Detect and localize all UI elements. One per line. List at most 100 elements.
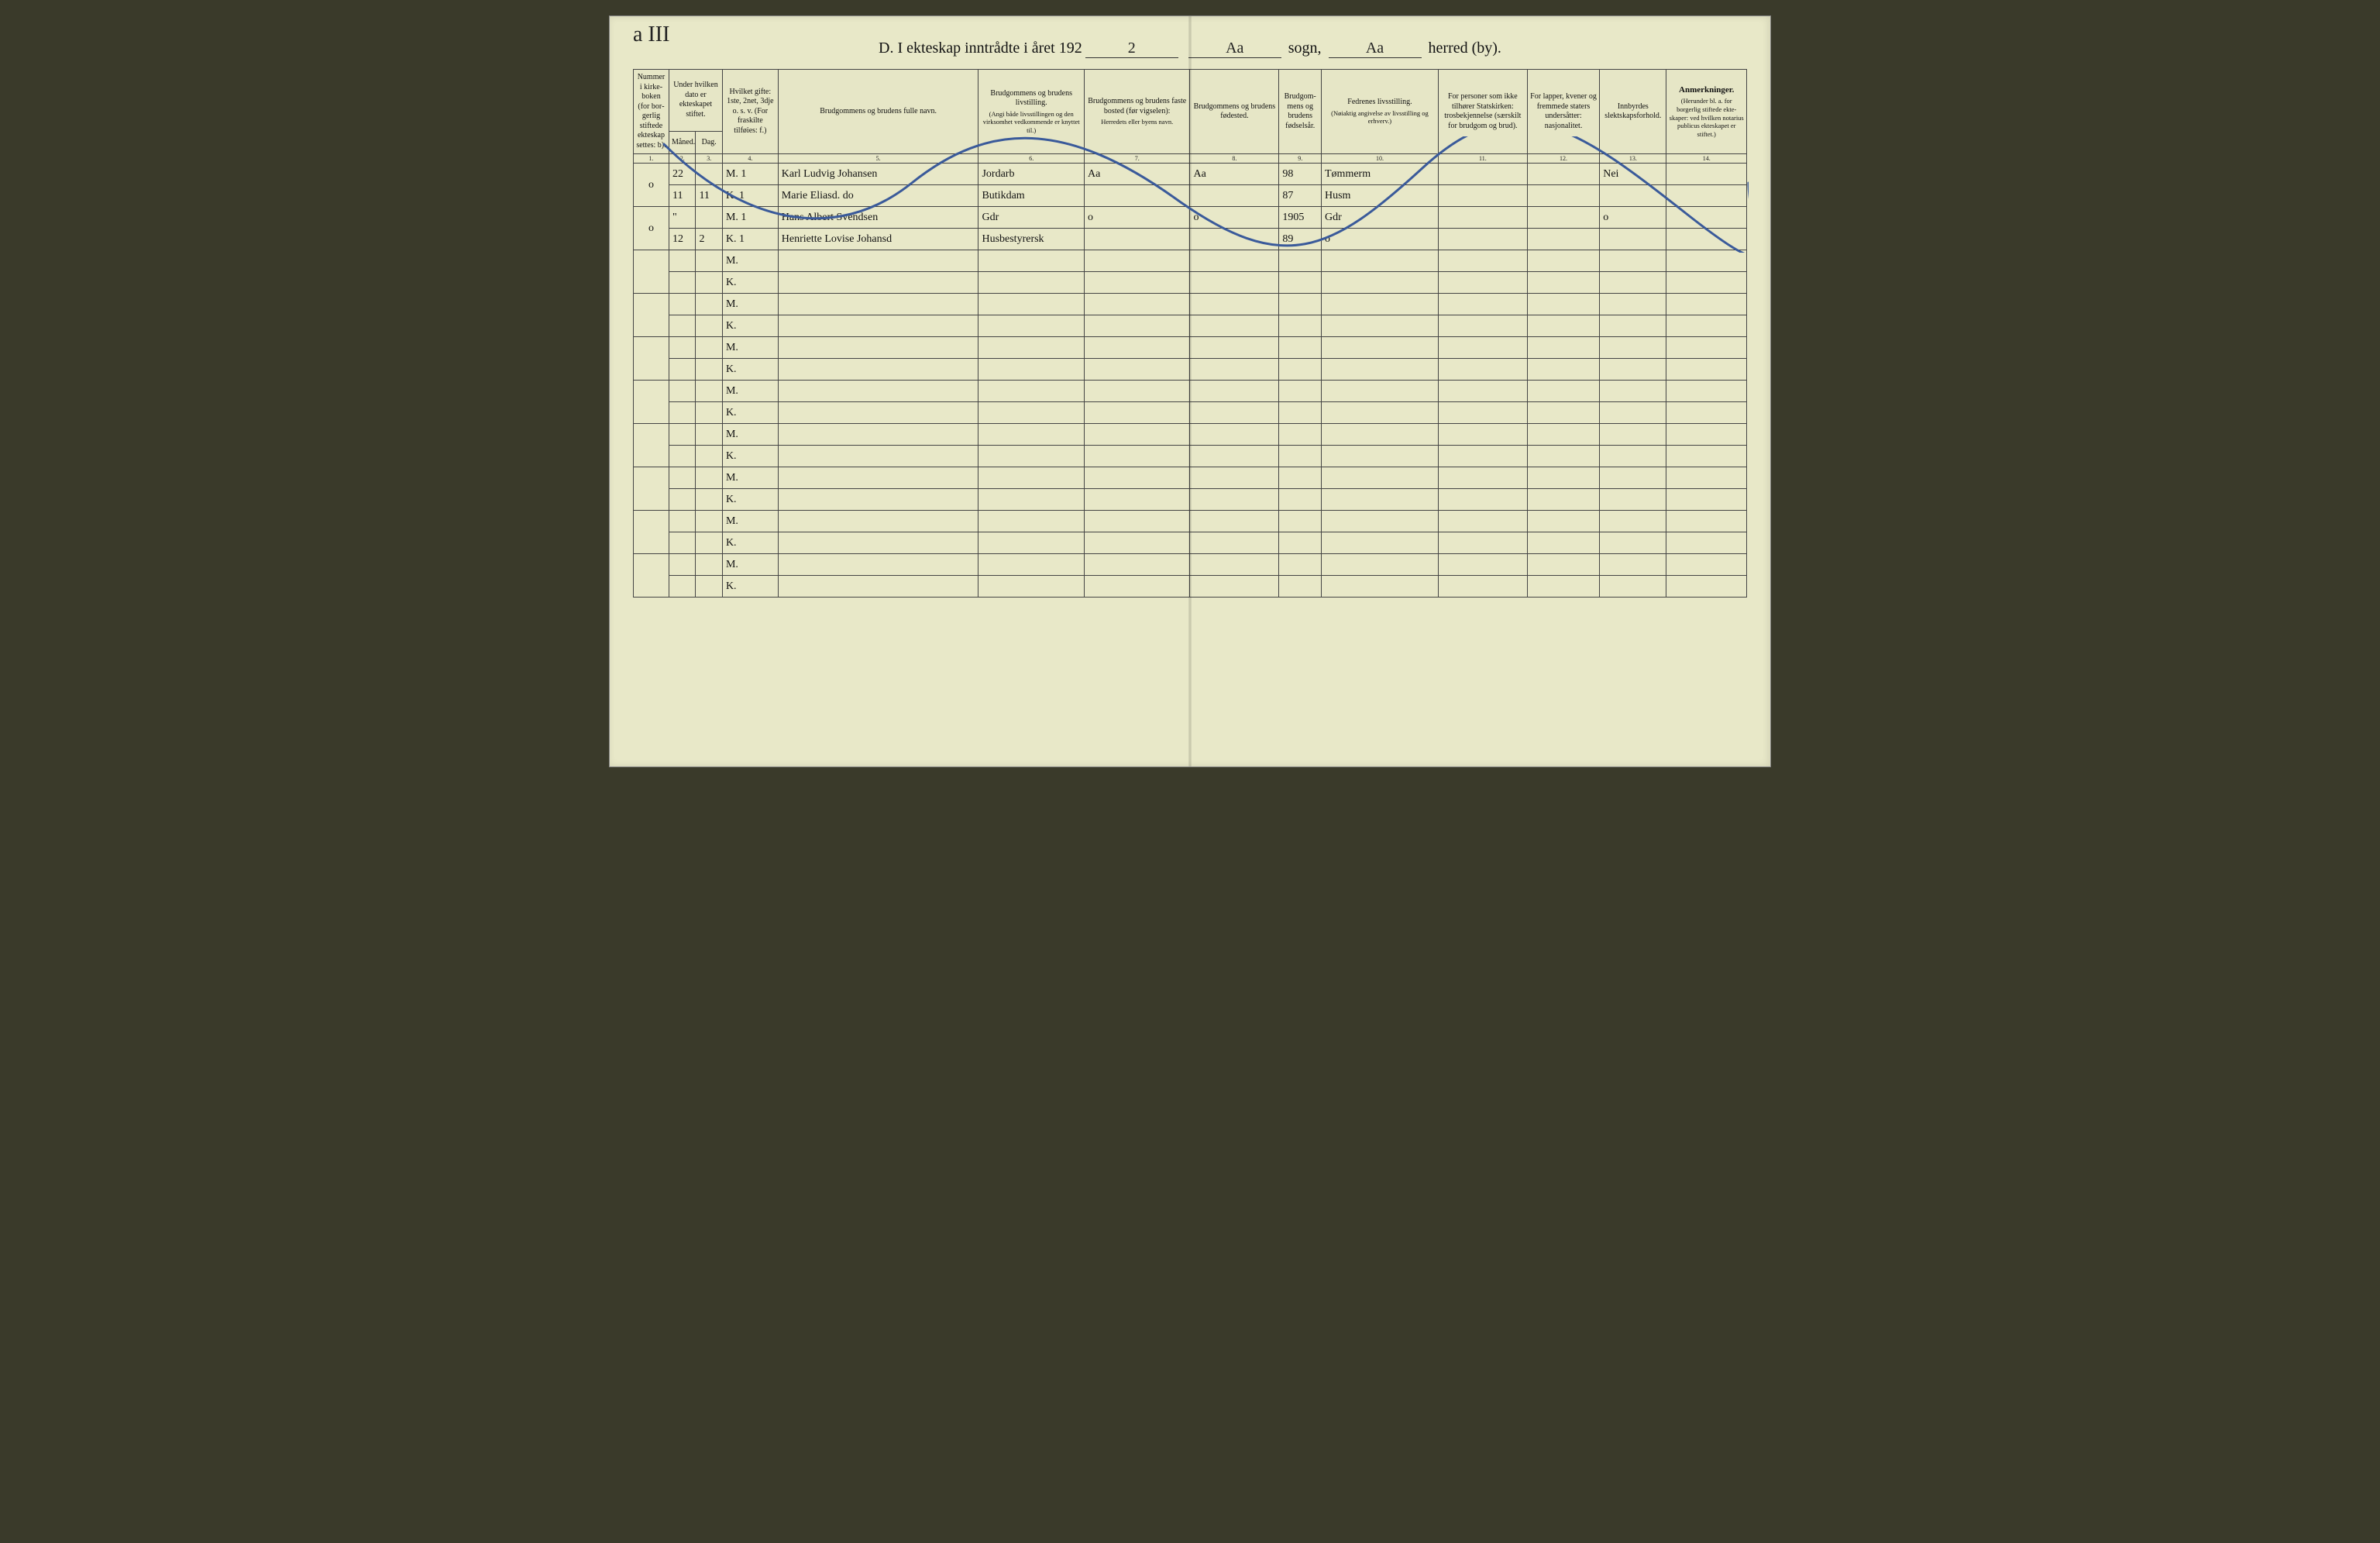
cell-blank bbox=[1527, 402, 1599, 424]
cell-nummer bbox=[634, 337, 669, 381]
cell-anm bbox=[1666, 207, 1747, 229]
cell-ar: 89 bbox=[1279, 229, 1322, 250]
cell-blank bbox=[1279, 381, 1322, 402]
cell-navn: Hans Albert Svendsen bbox=[778, 207, 978, 229]
cell-dag bbox=[696, 164, 722, 185]
cell-blank bbox=[978, 489, 1085, 511]
cell-gifte-k: K. bbox=[722, 272, 778, 294]
cell-blank bbox=[778, 337, 978, 359]
cell-nummer: o bbox=[634, 164, 669, 207]
cell-dag bbox=[696, 576, 722, 598]
cell-maned: 22 bbox=[669, 164, 695, 185]
cell-dag: 2 bbox=[696, 229, 722, 250]
hdr-nasj: For lapper, kvener og fremmede staters u… bbox=[1527, 70, 1599, 154]
cell-blank bbox=[1600, 467, 1666, 489]
cell-blank bbox=[1438, 424, 1527, 446]
cell-anm bbox=[1666, 164, 1747, 185]
cell-livs: Gdr bbox=[978, 207, 1085, 229]
cell-blank bbox=[1666, 337, 1747, 359]
cell-slekt: o bbox=[1600, 207, 1666, 229]
hdr-fodested: Brudgommens og brudens fødested. bbox=[1190, 70, 1279, 154]
cell-dag bbox=[696, 359, 722, 381]
cell-blank bbox=[1279, 532, 1322, 554]
cell-dag bbox=[696, 554, 722, 576]
cell-maned bbox=[669, 532, 695, 554]
cell-blank bbox=[778, 250, 978, 272]
cell-blank bbox=[1527, 294, 1599, 315]
cell-blank bbox=[1666, 467, 1747, 489]
cell-blank bbox=[1084, 402, 1190, 424]
cell-blank bbox=[1322, 402, 1439, 424]
cell-blank bbox=[1279, 467, 1322, 489]
cell-blank bbox=[1190, 554, 1279, 576]
cell-nummer bbox=[634, 467, 669, 511]
cell-blank bbox=[1322, 337, 1439, 359]
cell-blank bbox=[1279, 250, 1322, 272]
binding-fold bbox=[1188, 16, 1192, 766]
cell-blank bbox=[1438, 532, 1527, 554]
cell-maned bbox=[669, 489, 695, 511]
cell-blank bbox=[978, 576, 1085, 598]
cell-dag bbox=[696, 489, 722, 511]
cell-ar: 1905 bbox=[1279, 207, 1322, 229]
cell-maned: 12 bbox=[669, 229, 695, 250]
cell-blank bbox=[1084, 532, 1190, 554]
title-herred-value: Aa bbox=[1329, 40, 1422, 58]
cell-dag bbox=[696, 337, 722, 359]
cell-blank bbox=[1279, 294, 1322, 315]
cell-blank bbox=[1279, 446, 1322, 467]
cell-livs: Jordarb bbox=[978, 164, 1085, 185]
cell-blank bbox=[1600, 359, 1666, 381]
cell-blank bbox=[778, 576, 978, 598]
cell-tros bbox=[1438, 207, 1527, 229]
cell-maned bbox=[669, 381, 695, 402]
cell-blank bbox=[1279, 402, 1322, 424]
cell-blank bbox=[1600, 315, 1666, 337]
cell-blank bbox=[978, 424, 1085, 446]
cell-blank bbox=[1666, 272, 1747, 294]
cell-livs: Husbestyrersk bbox=[978, 229, 1085, 250]
cell-blank bbox=[1322, 446, 1439, 467]
cell-blank bbox=[1322, 554, 1439, 576]
cell-gifte-k: K. bbox=[722, 576, 778, 598]
cell-blank bbox=[1527, 511, 1599, 532]
cell-blank bbox=[1084, 511, 1190, 532]
cell-maned bbox=[669, 467, 695, 489]
cell-gifte-m: M. 1 bbox=[722, 164, 778, 185]
cell-blank bbox=[1666, 424, 1747, 446]
cell-blank bbox=[1190, 359, 1279, 381]
cell-gifte-k: K. bbox=[722, 489, 778, 511]
title-prefix: D. I ekteskap inntrådte i året 192 bbox=[879, 40, 1082, 57]
cell-blank bbox=[1600, 489, 1666, 511]
cell-gifte-m: M. bbox=[722, 554, 778, 576]
cell-blank bbox=[1084, 576, 1190, 598]
cell-gifte-k: K. bbox=[722, 532, 778, 554]
hdr-ar: Brudgom­mens og brudens fødsels­år. bbox=[1279, 70, 1322, 154]
cell-fodested: o bbox=[1190, 207, 1279, 229]
cell-bosted: o bbox=[1084, 207, 1190, 229]
cell-blank bbox=[1666, 381, 1747, 402]
cell-blank bbox=[978, 532, 1085, 554]
cell-blank bbox=[1279, 315, 1322, 337]
cell-blank bbox=[1666, 576, 1747, 598]
hdr-gifte: Hvilket gifte: 1ste, 2net, 3dje o. s. v.… bbox=[722, 70, 778, 154]
cell-blank bbox=[1322, 294, 1439, 315]
cell-blank bbox=[1600, 576, 1666, 598]
cell-blank bbox=[1600, 250, 1666, 272]
cell-blank bbox=[1279, 554, 1322, 576]
cell-blank bbox=[1190, 381, 1279, 402]
cell-blank bbox=[1527, 467, 1599, 489]
cell-blank bbox=[778, 467, 978, 489]
cell-maned bbox=[669, 402, 695, 424]
cell-blank bbox=[1190, 337, 1279, 359]
cell-blank bbox=[1527, 381, 1599, 402]
cell-dag bbox=[696, 315, 722, 337]
cell-nummer bbox=[634, 424, 669, 467]
cell-blank bbox=[1438, 359, 1527, 381]
cell-blank bbox=[1279, 489, 1322, 511]
hdr-dag: Dag. bbox=[696, 131, 722, 153]
hdr-tros: For personer som ikke tilhører Statskirk… bbox=[1438, 70, 1527, 154]
cell-blank bbox=[1279, 511, 1322, 532]
hdr-anm: Anmerkninger.(Herunder bl. a. for borger… bbox=[1666, 70, 1747, 154]
cell-blank bbox=[1527, 554, 1599, 576]
